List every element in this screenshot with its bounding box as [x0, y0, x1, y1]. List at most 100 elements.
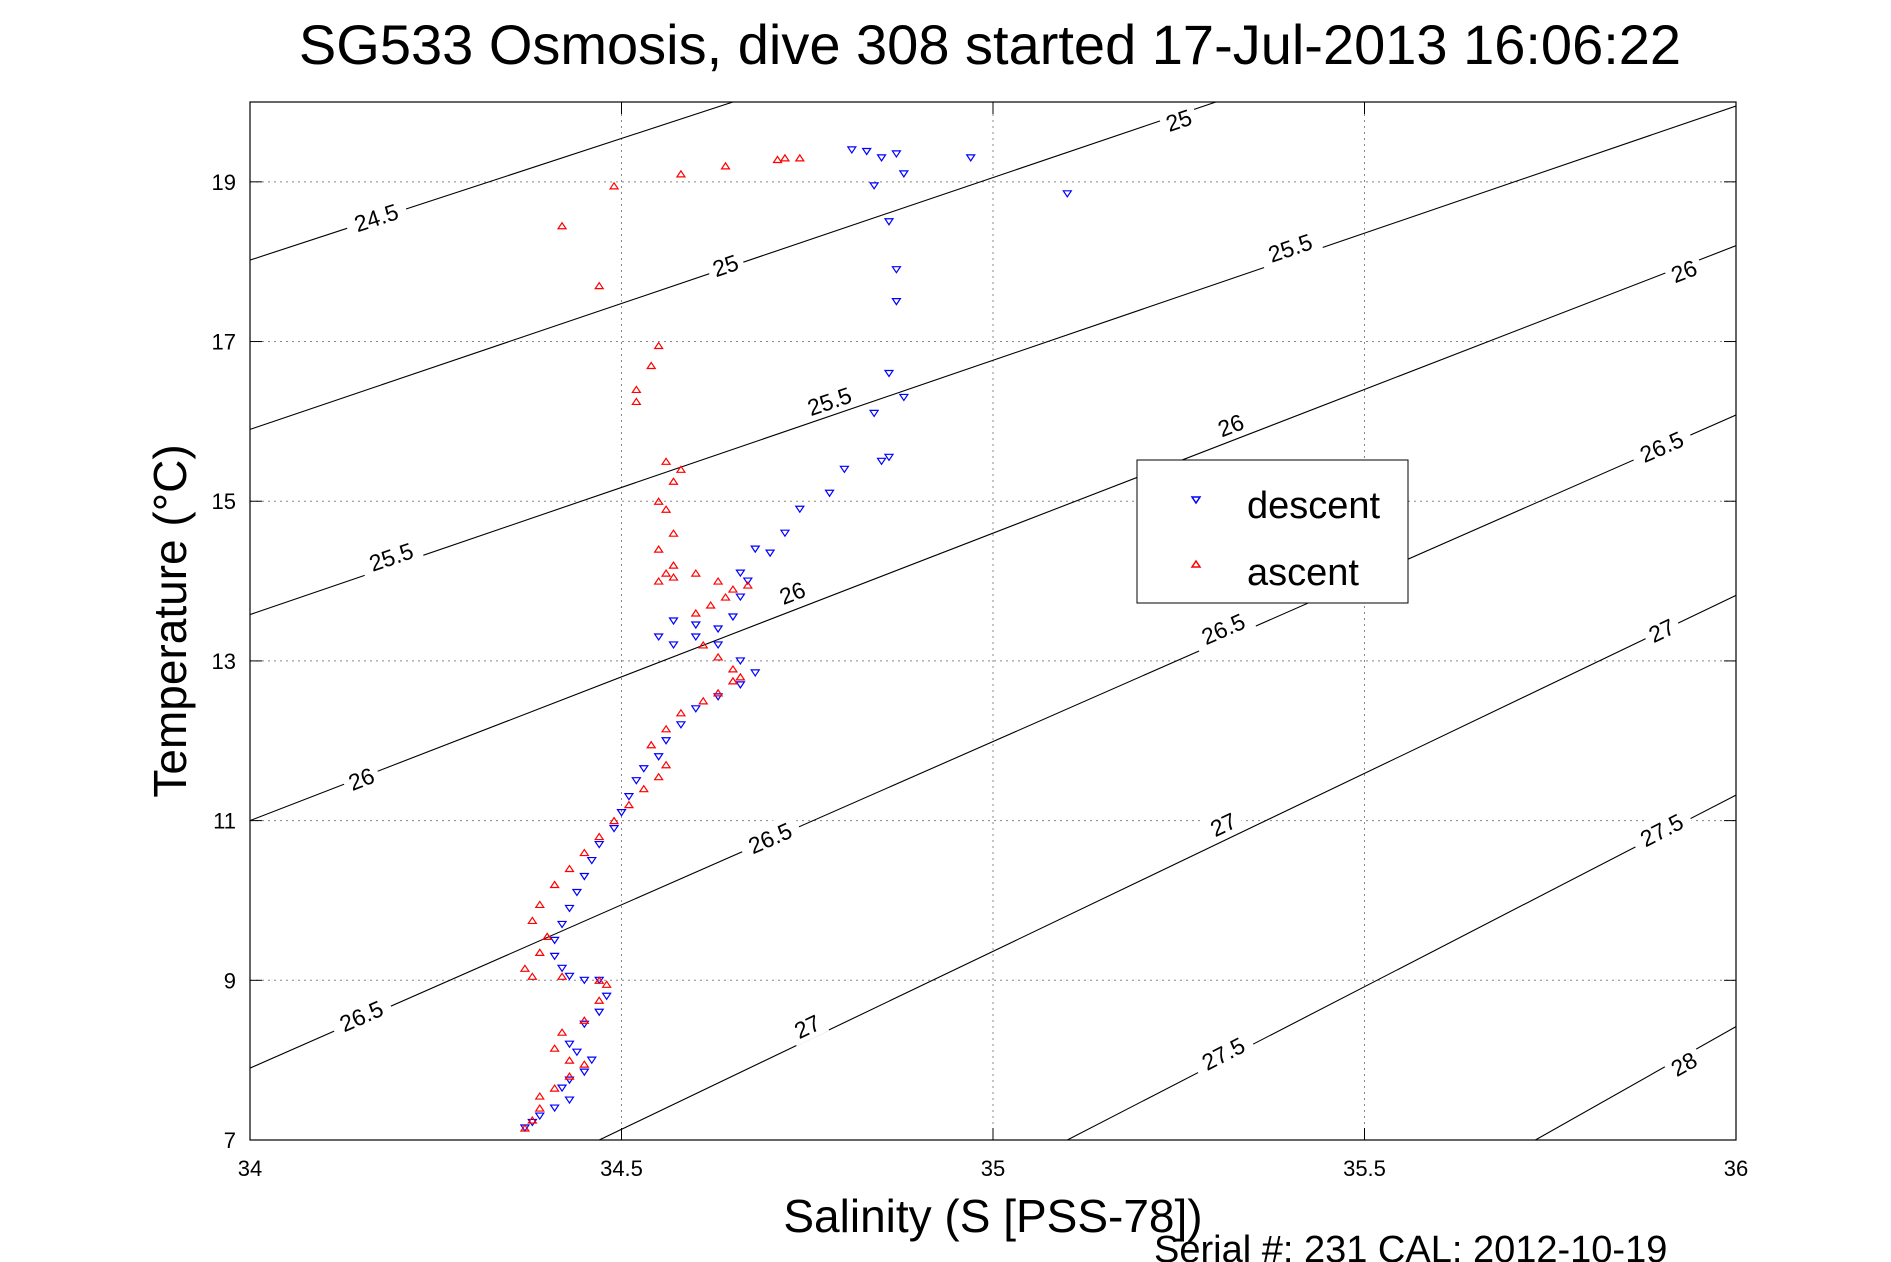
descent-point — [690, 621, 701, 630]
legend-box — [1136, 459, 1409, 604]
descent-point — [594, 1008, 605, 1017]
ascent-point — [534, 1103, 545, 1112]
ascent-point — [675, 169, 687, 178]
ascent-point — [594, 976, 605, 984]
ascent-point — [631, 397, 642, 406]
descent-point — [549, 952, 560, 961]
ascent-point — [601, 980, 612, 988]
ascent-point — [720, 592, 731, 601]
x-tick-label: 36 — [1724, 1156, 1748, 1181]
ascent-point — [712, 576, 724, 585]
descent-point — [579, 1020, 590, 1029]
density-contour-line — [1535, 1026, 1736, 1140]
descent-point — [608, 824, 620, 833]
ascent-point — [519, 964, 531, 972]
descent-point — [579, 872, 590, 881]
ascent-point — [698, 640, 709, 649]
descent-point — [556, 920, 568, 929]
ascent-point — [653, 545, 664, 553]
descent-point — [564, 1040, 575, 1049]
contour-label-background — [703, 245, 747, 284]
ascent-point — [594, 281, 605, 290]
series-descent — [519, 146, 1073, 1133]
density-contour-labels: 24.5252525.525.525.52626262626.526.526.5… — [326, 100, 1707, 1085]
ascent-point — [675, 708, 687, 717]
density-contour-label: 25 — [703, 245, 747, 284]
descent-point — [727, 613, 739, 622]
ascent-point — [646, 361, 657, 370]
ascent-point — [653, 772, 664, 781]
ascent-point — [779, 153, 791, 162]
density-contour-label: 27.5 — [1627, 802, 1696, 856]
ascent-point — [660, 569, 672, 577]
descent-point — [965, 154, 976, 162]
ascent-point — [690, 608, 701, 617]
contour-label-background — [342, 193, 410, 240]
descent-point — [898, 393, 909, 402]
ascent-point — [772, 155, 783, 164]
ascent-point — [556, 1028, 568, 1036]
descent-point — [571, 1048, 583, 1057]
descent-point — [601, 992, 612, 1001]
descent-point — [712, 625, 724, 634]
descent-point — [898, 170, 909, 178]
descent-point — [668, 617, 679, 626]
ascent-point — [712, 688, 724, 697]
descent-point — [712, 693, 724, 701]
chart-title: SG533 Osmosis, dive 308 started 17-Jul-2… — [299, 13, 1681, 76]
legend-marker-descent — [1190, 496, 1202, 505]
descent-point — [891, 298, 902, 306]
ascent-point — [579, 848, 590, 857]
contour-label-background — [1660, 1042, 1707, 1085]
ascent-point — [712, 652, 724, 661]
ascent-point — [660, 760, 672, 769]
grid-lines — [250, 102, 1736, 1140]
ascent-point — [742, 580, 753, 589]
ascent-point — [653, 576, 664, 585]
ascent-point — [534, 1092, 545, 1100]
contour-label-background — [1627, 802, 1696, 856]
density-contours — [250, 102, 1736, 1140]
ascent-point — [527, 1115, 538, 1124]
contour-label-background — [357, 532, 425, 580]
contour-label-background — [1638, 609, 1684, 651]
ascent-point — [579, 1016, 590, 1024]
ascent-point — [519, 1123, 531, 1132]
descent-point — [764, 549, 776, 558]
descent-point — [653, 753, 664, 761]
descent-point — [735, 681, 746, 689]
contour-label-background — [1661, 250, 1706, 290]
ascent-point — [660, 724, 672, 733]
descent-point — [571, 888, 583, 897]
ascent-point — [608, 181, 620, 190]
ascent-point — [549, 1044, 560, 1052]
ascent-point — [631, 385, 642, 394]
density-contour-label: 26 — [770, 572, 814, 612]
descent-point — [735, 569, 746, 578]
data-series — [519, 146, 1073, 1133]
descent-point — [549, 1104, 560, 1113]
ascent-point — [668, 573, 679, 581]
contour-label-background — [1188, 602, 1257, 654]
ascent-point — [556, 221, 568, 230]
y-tick-label: 15 — [212, 489, 236, 514]
ascent-point — [727, 664, 739, 673]
descent-point — [794, 505, 805, 514]
ascent-point — [542, 932, 553, 940]
descent-point — [623, 793, 635, 801]
legend-label-descent: descent — [1247, 485, 1381, 527]
descent-point — [876, 154, 887, 162]
y-tick-label: 17 — [212, 330, 236, 355]
series-ascent — [519, 153, 805, 1132]
descent-point — [556, 1084, 568, 1093]
descent-point — [824, 489, 835, 498]
descent-point — [579, 1068, 590, 1077]
axis-ticks: 34 34.5 35 35.5 36 7 9 11 13 15 17 19 — [212, 102, 1748, 1181]
descent-point — [690, 633, 701, 642]
descent-point — [861, 147, 872, 156]
contour-label-background — [1200, 803, 1246, 845]
ascent-point — [594, 832, 605, 841]
ascent-point — [534, 900, 545, 909]
descent-point — [839, 465, 850, 474]
descent-point — [564, 1096, 575, 1105]
